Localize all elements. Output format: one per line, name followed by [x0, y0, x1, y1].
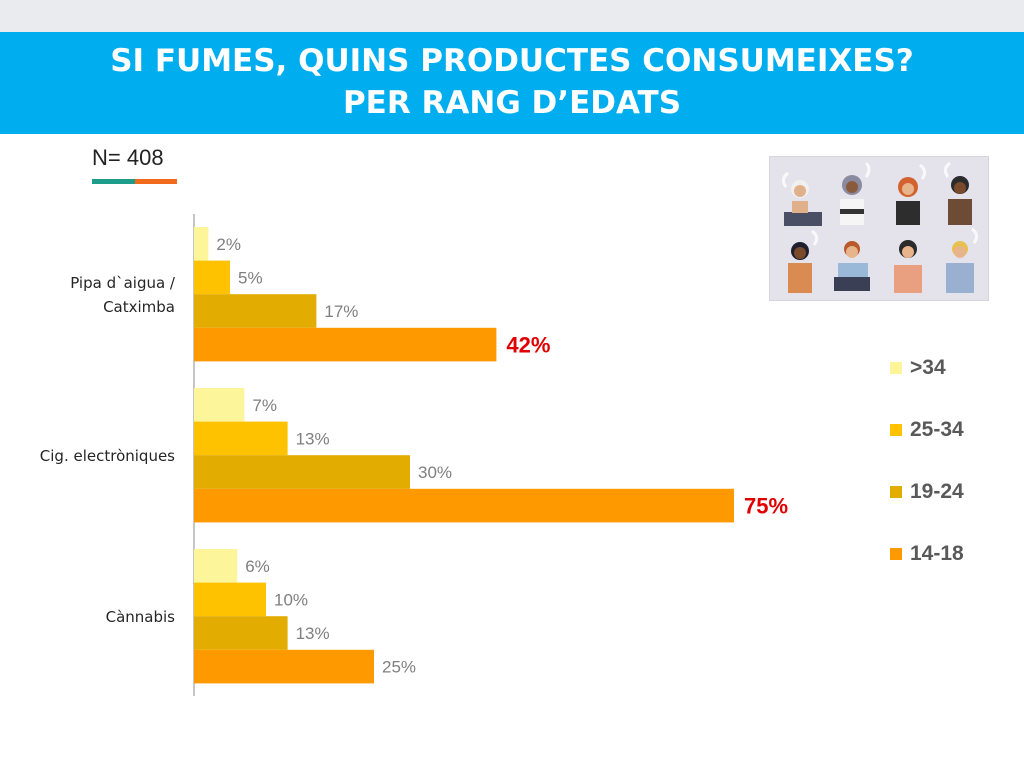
- category-label-3-line-1: Cànnabis: [106, 608, 176, 626]
- legend-swatch-2: [890, 424, 902, 436]
- bar-2-2: [194, 421, 288, 456]
- page-title: SI FUMES, QUINS PRODUCTES CONSUMEIXES?: [110, 43, 914, 79]
- bar-1-2: [194, 260, 230, 295]
- value-label-1-1: 2%: [216, 235, 241, 254]
- bar-group: [194, 227, 734, 684]
- person-7: [894, 240, 922, 293]
- bar-1-1: [194, 227, 209, 261]
- person-5: [788, 242, 812, 293]
- legend-label-1: >34: [910, 356, 946, 379]
- category-label-2-line-1: Cig. electròniques: [40, 447, 175, 465]
- top-strip: [0, 0, 1024, 32]
- value-label-2-1: 7%: [252, 396, 277, 415]
- legend-swatch-4: [890, 548, 902, 560]
- legend-label-3: 19-24: [910, 480, 964, 503]
- bar-3-2: [194, 582, 266, 617]
- category-label-1-line-1: Pipa d`aigua /: [70, 274, 176, 292]
- sample-underline-teal: [92, 179, 135, 184]
- legend-item-2: 25-34: [890, 418, 964, 442]
- bar-3-1: [194, 549, 238, 583]
- person-3: [896, 177, 920, 225]
- value-label-group: 2% 5% 17% 42% 7% 13% 30% 75% 6%10% 13% 25%: [216, 235, 788, 677]
- category-label-1-line-2: Catximba: [103, 298, 175, 316]
- bar-1-3: [194, 294, 317, 328]
- value-label-1-2: 5%: [238, 268, 263, 287]
- legend-label-4: 14-18: [910, 542, 964, 565]
- bar-3-4: [194, 649, 374, 684]
- value-label-1-4: 42%: [506, 333, 550, 358]
- bar-2-3: [194, 455, 410, 489]
- value-label-2-3: 30%: [418, 463, 452, 482]
- legend-item-1: >34: [890, 356, 946, 380]
- value-label-3-1: 6%: [245, 557, 270, 576]
- value-label-2-2: 13%: [296, 429, 330, 448]
- value-label-1-3: 17%: [324, 302, 358, 321]
- value-label-2-4: 75%: [744, 494, 788, 519]
- bar-3-3: [194, 616, 288, 650]
- legend-label-2: 25-34: [910, 418, 964, 441]
- person-1: [784, 180, 822, 226]
- value-label-3-3: 13%: [296, 624, 330, 643]
- legend-swatch-1: [890, 362, 902, 374]
- category-label-group: Pipa d`aigua / Catximba Cig. electròniques…: [40, 274, 176, 626]
- sample-underline-orange: [135, 179, 177, 184]
- person-4: [948, 176, 972, 225]
- people-smoking-illustration: [769, 156, 989, 301]
- value-label-3-2: 10%: [274, 590, 308, 609]
- person-2: [840, 175, 864, 225]
- page-subtitle: PER RANG D’EDATS: [342, 85, 682, 121]
- bar-1-4: [194, 327, 497, 362]
- legend-item-3: 19-24: [890, 480, 964, 504]
- title-banner: SI FUMES, QUINS PRODUCTES CONSUMEIXES? P…: [0, 32, 1024, 134]
- bar-2-1: [194, 388, 245, 422]
- person-6: [834, 241, 870, 291]
- person-8: [946, 241, 974, 293]
- legend-swatch-3: [890, 486, 902, 498]
- value-label-3-4: 25%: [382, 658, 416, 677]
- sample-size-label: N= 408: [92, 145, 164, 170]
- legend-item-4: 14-18: [890, 542, 964, 566]
- bar-2-4: [194, 488, 734, 523]
